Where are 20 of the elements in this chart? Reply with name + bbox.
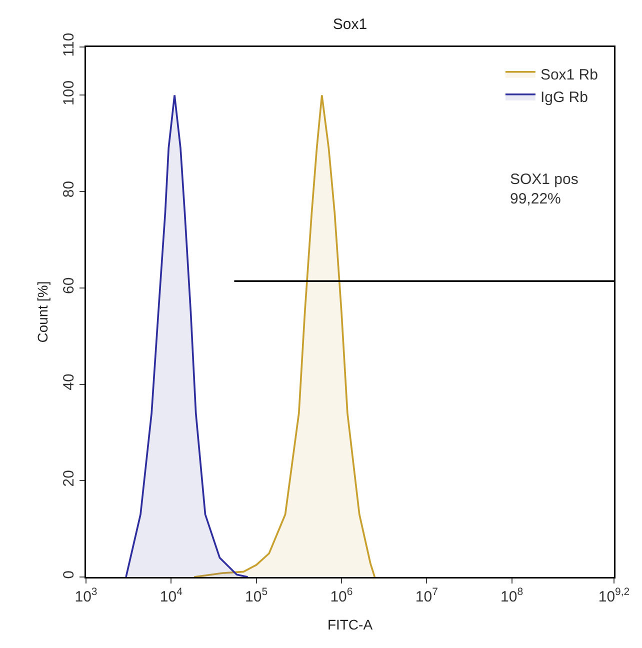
y-tick-label: 40 (60, 374, 78, 390)
annotation: SOX1 pos 99,22% (510, 171, 578, 208)
x-tick-label: 10$^{3}$ (74, 586, 98, 606)
y-tick-label: 60 (60, 277, 78, 294)
chart-title: Sox1 (332, 16, 368, 34)
y-tick-label: 100 (60, 80, 78, 106)
legend-label: IgG Rb (540, 89, 588, 106)
x-tick-label: 10$^{5}$ (245, 586, 268, 606)
x-tick-label: 10$^{8}$ (500, 586, 524, 606)
y-tick-label: 20 (60, 470, 78, 487)
y-tick-label: 80 (60, 180, 78, 198)
x-tick-label: 10$^{7}$ (415, 586, 438, 606)
y-tick-label: 0 (60, 570, 78, 579)
y-axis-title: Count [%] (34, 281, 50, 343)
x-tick-label: 10$^{9,2}$ (598, 586, 630, 606)
x-tick-label: 10$^{6}$ (330, 586, 353, 606)
x-tick-label: 10$^{4}$ (160, 586, 183, 606)
x-axis-title: FITC-A (327, 616, 374, 632)
legend-label: Sox1 Rb (540, 66, 598, 84)
y-tick-label: 110 (60, 32, 78, 57)
